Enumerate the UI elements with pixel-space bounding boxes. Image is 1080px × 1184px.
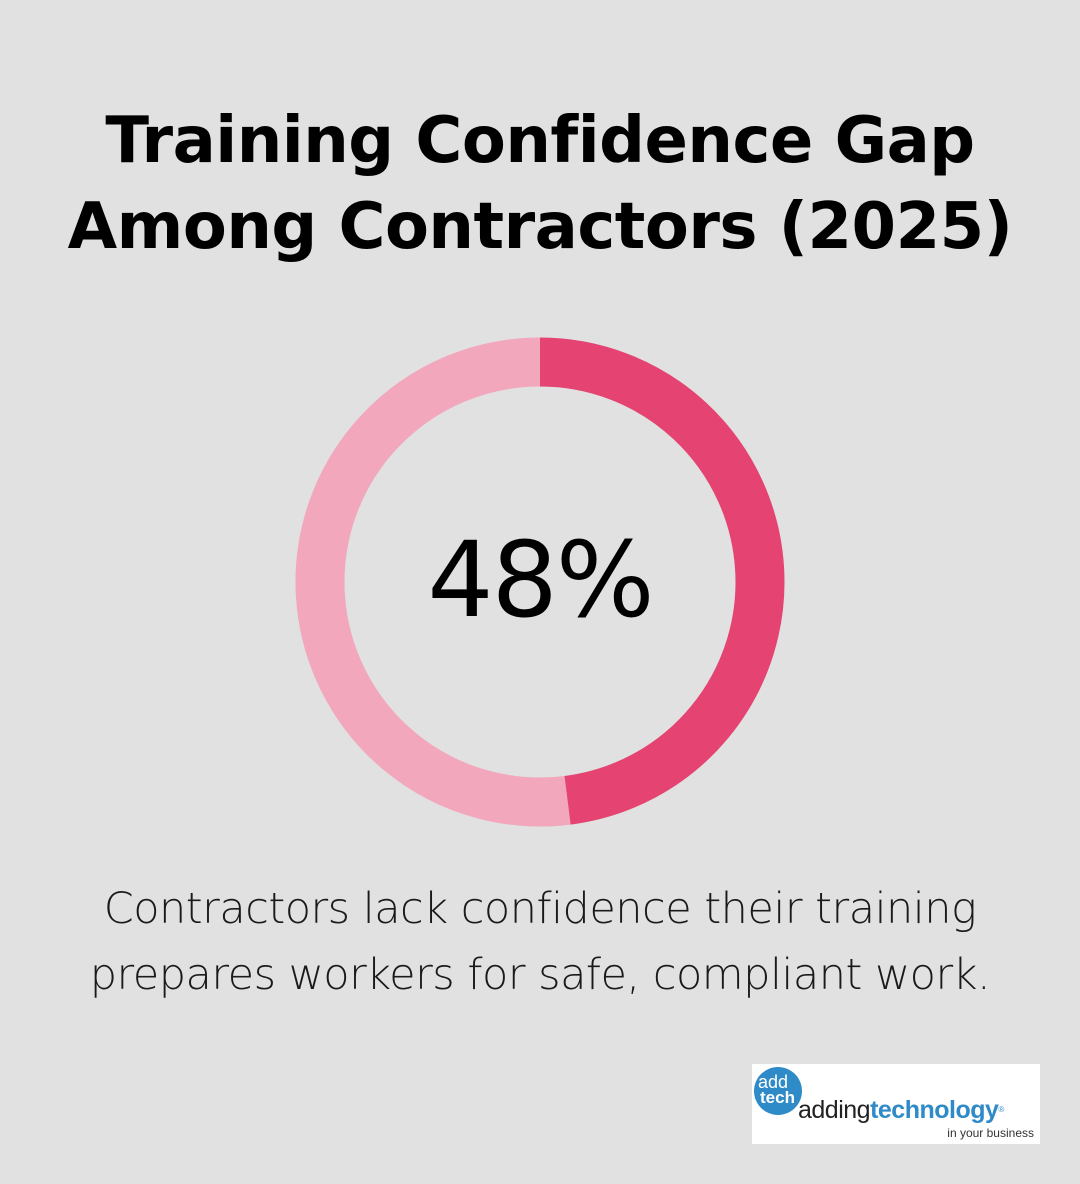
chart-title: Training Confidence Gap Among Contractor… bbox=[0, 98, 1080, 270]
logo-wordmark: addingtechnology® bbox=[798, 1096, 1004, 1124]
donut-slice-value bbox=[539, 337, 785, 825]
logo-word-part2: technology bbox=[870, 1096, 999, 1124]
chart-title-line-1: Training Confidence Gap bbox=[105, 104, 975, 178]
logo-registered-mark: ® bbox=[998, 1105, 1004, 1114]
logo-word-part1: adding bbox=[798, 1096, 871, 1124]
adding-technology-logo: add tech addingtechnology® in your busin… bbox=[752, 1064, 1040, 1144]
logo-badge-top: add bbox=[758, 1072, 789, 1092]
logo-badge: add tech bbox=[754, 1067, 802, 1115]
donut-center-value: 48% bbox=[427, 519, 654, 641]
chart-title-line-2: Among Contractors (2025) bbox=[67, 190, 1013, 264]
chart-caption: Contractors lack confidence their traini… bbox=[0, 876, 1080, 1008]
logo-badge-bottom: tech bbox=[760, 1088, 795, 1107]
chart-caption-line-1: Contractors lack confidence their traini… bbox=[103, 884, 977, 934]
chart-caption-line-2: prepares workers for safe, compliant wor… bbox=[89, 950, 991, 1000]
logo-tagline: in your business bbox=[947, 1126, 1034, 1140]
donut-slice-remaining bbox=[295, 337, 571, 827]
